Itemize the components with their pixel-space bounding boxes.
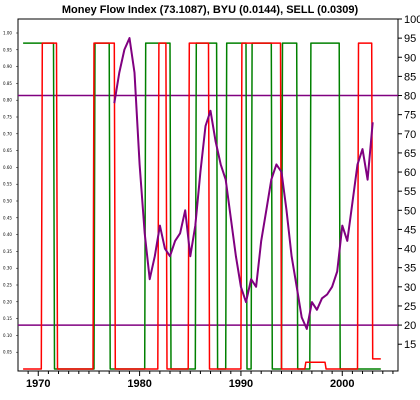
left-tick-label: 0.90 [3, 64, 12, 69]
right-tick-label: 15 [404, 339, 416, 351]
right-tick-label: 20 [404, 320, 416, 332]
right-tick-label: 100 [404, 14, 420, 26]
right-tick-label: 80 [404, 91, 416, 103]
chart-title: Money Flow Index (73.1087), BYU (0.0144)… [62, 4, 359, 16]
left-tick-label: 0.30 [3, 266, 12, 271]
x-tick-label: 2000 [330, 378, 354, 390]
x-tick-label: 1980 [127, 378, 151, 390]
series-layer [23, 37, 381, 370]
left-tick-label: 0.80 [3, 98, 12, 103]
right-tick-label: 60 [404, 167, 416, 179]
left-tick-label: 0.20 [3, 299, 12, 304]
left-axis-ticks: 1.00 0.95 0.90 0.85 0.80 0.75 0.70 0.65 0.60 0.55… [3, 31, 18, 355]
x-tick-label: 1970 [26, 378, 50, 390]
right-tick-label: 35 [404, 263, 416, 275]
right-tick-label: 95 [404, 33, 416, 45]
left-tick-label: 0.35 [3, 249, 12, 254]
right-tick-label: 90 [404, 52, 416, 64]
series-line-mfi [113, 37, 374, 330]
right-tick-label: 30 [404, 282, 416, 294]
left-tick-label: 0.85 [3, 81, 12, 86]
left-tick-label: 0.50 [3, 199, 12, 204]
left-tick-label: 0.70 [3, 131, 12, 136]
x-axis-ticks: 1970 1980 1990 2000 [26, 371, 394, 390]
right-tick-label: 70 [404, 129, 416, 141]
right-tick-label: 55 [404, 186, 416, 198]
left-tick-label: 0.75 [3, 115, 12, 120]
series-line-byu [23, 42, 381, 370]
left-tick-label: 0.45 [3, 215, 12, 220]
left-tick-label: 0.25 [3, 283, 12, 288]
left-tick-label: 0.65 [3, 148, 12, 153]
x-tick-label: 1990 [229, 378, 253, 390]
right-axis-ticks: 15 20 25 30 35 40 45 50 55 60 65 70 75 80 85 90 95 100 [398, 14, 420, 351]
right-tick-label: 85 [404, 71, 416, 83]
right-tick-label: 40 [404, 244, 416, 256]
right-tick-label: 45 [404, 224, 416, 236]
left-tick-label: 0.60 [3, 165, 12, 170]
left-tick-label: 0.15 [3, 316, 12, 321]
right-tick-label: 50 [404, 205, 416, 217]
left-tick-label: 0.55 [3, 182, 12, 187]
right-tick-label: 25 [404, 301, 416, 313]
right-tick-label: 75 [404, 110, 416, 122]
right-tick-label: 65 [404, 148, 416, 160]
left-tick-label: 0.05 [3, 350, 12, 355]
left-tick-label: 0.10 [3, 333, 12, 338]
left-tick-label: 1.00 [3, 31, 12, 36]
left-tick-label: 0.40 [3, 232, 12, 237]
left-tick-label: 0.95 [3, 47, 12, 52]
series-line-sell [23, 42, 381, 370]
